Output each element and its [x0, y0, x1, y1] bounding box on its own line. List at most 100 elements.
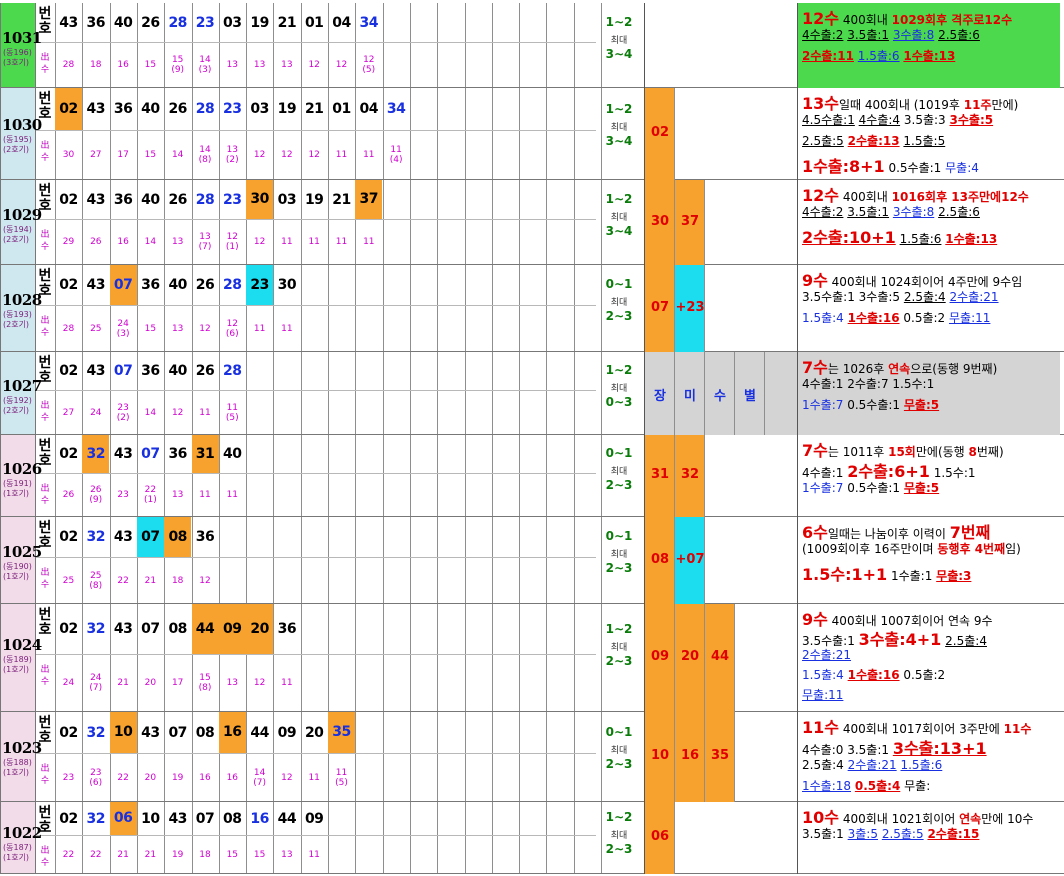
range-mid: 최대: [610, 467, 628, 477]
note-segment: 11주: [963, 98, 992, 112]
note-segment: (1009회이후 16주만이며: [802, 542, 938, 556]
grid-line: [136, 265, 138, 352]
note-segment: 1.5수:1: [929, 466, 976, 480]
ball-number: 19: [277, 101, 297, 117]
hit-column: [645, 88, 675, 180]
note-line: 1.5출:4 1수출:16 0.5출:2: [802, 666, 945, 683]
grid-line: [218, 180, 220, 265]
ball-number: 16: [218, 712, 246, 753]
grid-line: [519, 88, 521, 180]
ball-number: 09: [277, 725, 297, 741]
hit-value: +07: [675, 552, 705, 567]
grid-line: [519, 180, 521, 265]
row-divider: [0, 873, 1064, 874]
grid-line: [546, 802, 548, 874]
ball-number: 32: [82, 435, 110, 473]
count-value: 17: [171, 678, 184, 688]
ball-number: 02: [59, 192, 78, 208]
note-segment: 1024회이어 4주만에 9수임: [880, 275, 1023, 289]
ball-number: 36: [86, 15, 106, 31]
count-value: 12: [335, 60, 348, 70]
hit-value: +23: [675, 300, 705, 315]
ball-number: 44: [277, 811, 297, 827]
hit-column: [645, 352, 675, 435]
record-sub-2: (2호기): [3, 406, 30, 415]
grid-line: [546, 517, 548, 604]
count-value: 12: [199, 324, 211, 334]
count-value: 13 (7): [198, 232, 212, 252]
hits-divider: [797, 604, 798, 712]
note-segment: 1수출:18: [802, 779, 852, 793]
grid-line: [519, 265, 521, 352]
grid-line: [382, 180, 384, 265]
record-id: 1031: [2, 29, 42, 47]
hit-column: [675, 604, 705, 712]
grid-line: [601, 802, 602, 874]
grid-line: [273, 517, 275, 604]
grid-line: [437, 3, 439, 88]
record-block-1031: 1031 (동196) (3호기) 번 호 出 수 43 36 40 26 28 23 03 19 21 01 0…: [0, 3, 1064, 88]
ball-number: 03: [250, 101, 269, 117]
note-panel: 10수 400회내 1021회이어 연속만에 10수 3.5출:1 3출:5 2.…: [798, 802, 1060, 874]
note-line: 1수출:7 0.5수출:1 무출:5: [802, 396, 939, 413]
grid-line: [546, 352, 548, 435]
hits-divider: [644, 88, 645, 180]
grid-line: [164, 802, 166, 874]
count-value: 11: [199, 490, 211, 500]
grid-line: [491, 3, 493, 88]
range-mid: 최대: [610, 643, 628, 653]
note-segment: 0.5수출:1: [843, 398, 904, 412]
grid-line: [82, 712, 84, 802]
range-bottom: 0∼3: [605, 395, 633, 409]
note-segment: 2수출:6+1: [847, 462, 930, 481]
grid-line: [491, 517, 493, 604]
grid-line: [382, 712, 384, 802]
note-segment: 무출:4: [945, 161, 979, 175]
count-value: 21: [144, 576, 157, 586]
grid-line: [273, 180, 275, 265]
ball-number: 02: [55, 88, 82, 130]
grid-line: [409, 517, 411, 604]
range-box: 0∼1 최대 2∼3: [597, 517, 641, 604]
count-value: 14 (8): [198, 145, 212, 165]
hits-divider: [797, 712, 798, 802]
grid-line: [355, 712, 357, 802]
hits-divider: [644, 180, 645, 265]
range-bottom: 2∼3: [605, 654, 633, 668]
grid-line: [55, 604, 56, 712]
note-segment: 무출:11: [949, 311, 991, 325]
ball-number: 32: [86, 621, 106, 637]
hit-value: 09: [650, 649, 670, 664]
count-value: 11 (5): [335, 768, 348, 788]
count-value: 15: [226, 850, 239, 860]
note-segment: 3수출:5: [949, 113, 994, 127]
count-value: 12: [171, 408, 184, 418]
count-value: 23 (6): [89, 768, 103, 788]
grid-line: [409, 352, 411, 435]
record-sub-2: (2호기): [3, 320, 30, 329]
grid-line: [246, 435, 248, 517]
count-value: 14 (3): [198, 55, 212, 75]
grid-line: [328, 180, 329, 265]
grid-line: [82, 802, 84, 874]
hits-divider: [797, 3, 798, 88]
ball-number: 21: [332, 192, 351, 208]
hit-column: [645, 712, 675, 802]
note-segment: 1.5출:6: [899, 232, 942, 246]
grid-line: [218, 88, 220, 180]
record-header: 1025 (동190) (1호기): [0, 517, 42, 604]
hit-column: [645, 517, 675, 604]
ball-number: 36: [141, 277, 160, 293]
ball-number: 07: [136, 517, 164, 557]
grid-line: [273, 435, 275, 517]
ball-number: 30: [277, 277, 297, 293]
ball-number: 19: [304, 192, 324, 208]
hit-value: 07: [650, 300, 670, 315]
count-value: 11: [308, 237, 320, 247]
grid-line: [573, 435, 575, 517]
record-id: 1023: [2, 739, 42, 757]
count-value: 22: [117, 773, 129, 783]
